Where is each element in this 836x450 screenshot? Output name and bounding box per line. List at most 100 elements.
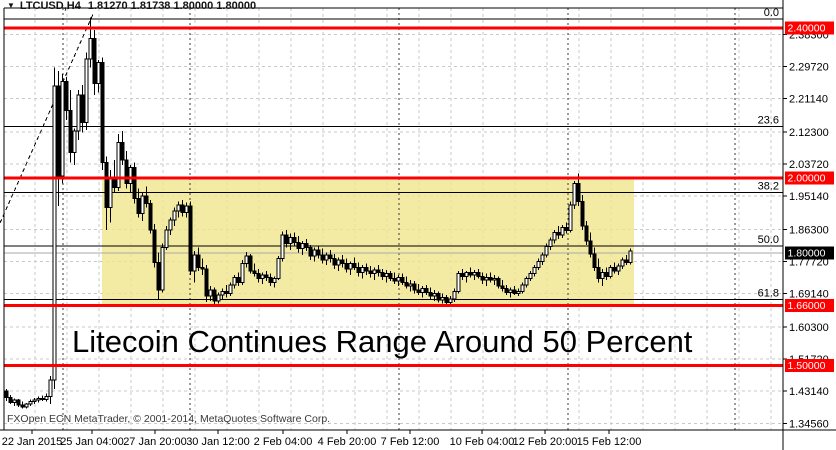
candle-bull [472, 272, 477, 276]
candle-bull [244, 255, 249, 264]
candle-bear [256, 273, 261, 279]
candle-bull [164, 229, 169, 248]
candle-bull [160, 246, 165, 291]
candle-bull [44, 395, 49, 400]
price-axis-label: 1.77720 [789, 257, 829, 269]
candle-bear [252, 270, 257, 275]
time-axis-label: 12 Feb 20:00 [513, 436, 578, 448]
candle-bull [528, 273, 533, 279]
chevron-down-icon[interactable]: ▼ [7, 1, 15, 10]
candle-bear [588, 240, 593, 255]
candle-bear [344, 263, 349, 270]
candle-bear [592, 253, 597, 268]
candle-bull [396, 276, 401, 282]
candle-bull [452, 290, 457, 300]
candle-bull [560, 227, 565, 236]
symbol-header: ▼ LTCUSD,H4 1.81270 1.81738 1.80000 1.8000… [7, 0, 256, 13]
candle-bull [616, 265, 621, 272]
candle-bull [440, 296, 445, 301]
candle-bull [24, 403, 29, 408]
candle-bear [556, 231, 561, 236]
candle-bear [156, 261, 161, 291]
candle-bear [144, 195, 149, 204]
candle-bear [480, 275, 485, 281]
candle-bear [124, 159, 129, 185]
price-badge-red [785, 359, 834, 372]
copyright-text: FXOpen ECN MetaTrader, © 2001-2014, Meta… [7, 413, 331, 425]
candle-bear [104, 161, 109, 208]
candle-bull [548, 239, 553, 247]
candle-bear [180, 204, 185, 213]
candle-bull [108, 176, 113, 208]
candle-bear [188, 205, 193, 272]
price-axis-label: 2.03720 [789, 159, 829, 171]
time-axis-label: 10 Feb 04:00 [450, 436, 515, 448]
candle-bull [52, 85, 57, 381]
candle-bull [456, 273, 461, 292]
candle-bear [296, 242, 301, 249]
candle-bear [316, 249, 321, 256]
candle-bull [420, 288, 425, 293]
candle-bull [240, 263, 245, 283]
candle-bull [348, 263, 353, 270]
candle-bear [604, 272, 609, 277]
bid-price-badge [785, 246, 834, 260]
candle-bull [28, 401, 33, 405]
candle-bear [496, 278, 501, 287]
price-axis-label: 1.69140 [789, 289, 829, 301]
candle-bear [564, 227, 569, 231]
candle-bull [220, 290, 225, 296]
price-badge-red [785, 21, 834, 35]
candle-bear [580, 200, 585, 227]
candle-bear [320, 254, 325, 261]
candle-bear [212, 289, 217, 302]
bid-price-badge-label: 1.80000 [788, 248, 826, 260]
candle-bear [468, 272, 473, 276]
price-badge-red-label: 1.50000 [788, 360, 826, 372]
price-axis-label: 2.29720 [789, 62, 829, 74]
candle-bull [544, 245, 549, 256]
candle-bull [464, 272, 469, 277]
candle-bear [64, 80, 69, 111]
candle-bear [328, 254, 333, 260]
candle-bull [272, 278, 277, 283]
candle-bull [140, 195, 145, 215]
candle-bull [36, 398, 41, 401]
candle-bull [484, 276, 489, 281]
candle-bear [16, 399, 21, 406]
candle-bull [84, 58, 89, 123]
symbol-label: LTCUSD,H4 [19, 0, 81, 12]
time-axis-label: 25 Jan 04:00 [60, 436, 124, 448]
candle-bear [428, 291, 433, 297]
candle-bear [424, 288, 429, 293]
time-axis-label: 2 Feb 04:00 [254, 436, 313, 448]
candle-bull [168, 219, 173, 231]
price-badge-red-label: 2.40000 [788, 23, 826, 35]
candle-bull [48, 379, 53, 397]
candle-bull [608, 266, 613, 277]
price-axis-label: 1.95140 [789, 191, 829, 203]
price-badge-red-label: 2.00000 [788, 173, 826, 185]
candle-bear [584, 225, 589, 242]
candle-bear [612, 266, 617, 272]
candle-bear [500, 285, 505, 290]
candle-bear [100, 62, 105, 163]
candle-bear [80, 94, 85, 123]
candle-bull [408, 283, 413, 287]
candle-bull [76, 94, 81, 132]
candle-bear [264, 274, 269, 278]
fib-level-label: 0.0 [764, 7, 779, 19]
quote-values: 1.81270 1.81738 1.80000 1.80000 [87, 0, 257, 12]
candle-bull [524, 278, 529, 286]
candle-bull [72, 130, 77, 153]
chart-title-overlay: Litecoin Continues Range Around 50 Perce… [72, 324, 693, 359]
candle-bull [516, 290, 521, 294]
candle-bear [364, 266, 369, 272]
candle-bear [8, 396, 13, 403]
fib-level-label: 38.2 [758, 180, 779, 192]
candle-bull [192, 254, 197, 272]
candle-bull [232, 276, 237, 286]
candle-bear [304, 243, 309, 248]
